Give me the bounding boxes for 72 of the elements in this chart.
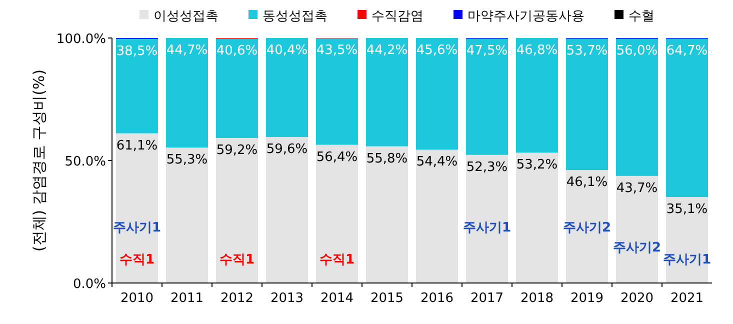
annotation: 주사기1 [112,220,162,236]
legend-label: 마약주사기공동사용 [468,9,584,24]
x-tick-label: 2014 [320,291,354,306]
data-label: 64,7% [666,43,708,58]
annotation: 수직1 [219,252,255,268]
data-label: 45,6% [416,43,458,58]
annotation: 주사기1 [462,220,512,236]
bar [616,38,658,176]
data-label: 38,5% [116,44,158,59]
x-tick-label: 2019 [570,291,604,306]
legend-label: 이성성접촉 [154,9,218,24]
y-axis-title: (전체) 감염경로 구성비(%) [30,69,48,252]
x-tick-label: 2010 [120,291,154,306]
bar [416,38,458,150]
data-label: 55,3% [166,152,208,168]
bar [216,138,258,283]
x-tick-label: 2015 [370,291,404,306]
bar [416,150,458,283]
bar [366,38,408,146]
data-label: 53,2% [516,158,558,173]
x-tick-label: 2017 [470,291,504,306]
x-tick-label: 2011 [170,291,204,306]
data-label: 55,8% [366,151,408,166]
x-tick-label: 2016 [420,291,454,306]
legend-label: 수혈 [628,9,654,24]
y-tick-label: 50.0% [64,154,106,170]
bar [316,38,358,145]
annotation: 수직1 [319,252,355,268]
data-label: 44,7% [166,43,208,58]
y-tick-label: 100.0% [56,32,106,47]
bar [116,38,158,134]
data-label: 52,3% [466,160,508,175]
data-label: 56,0% [616,44,658,59]
data-label: 47,5% [466,43,508,58]
annotation: 주사기2 [612,240,662,256]
bar [666,38,708,198]
data-label: 59,6% [266,142,308,157]
data-label: 54,4% [416,154,458,170]
data-label: 35,1% [666,202,708,218]
bar [266,38,308,137]
x-tick-label: 2018 [520,291,554,306]
data-label: 56,4% [316,150,358,165]
annotation: 주사기1 [662,252,712,268]
bar [316,144,358,283]
x-tick-label: 2020 [620,291,654,306]
bar [166,148,208,283]
x-tick-label: 2021 [670,291,704,306]
annotation: 주사기2 [562,220,612,236]
bar [266,136,308,283]
bar [516,152,558,283]
x-tick-label: 2012 [220,291,254,306]
data-label: 61,1% [116,138,158,154]
annotation: 수직1 [119,252,155,268]
bar [216,38,258,138]
data-label: 59,2% [216,142,258,158]
bar [466,38,508,155]
data-label: 46,8% [516,43,558,58]
data-label: 43,7% [616,180,658,196]
bar [366,146,408,283]
data-label: 40,4% [266,43,308,58]
data-label: 53,7% [566,43,608,58]
data-label: 40,6% [216,43,258,58]
x-tick-label: 2013 [270,291,304,306]
data-label: 46,1% [566,175,608,190]
legend-label: 동성성접촉 [262,9,328,24]
bar [566,38,608,170]
legend-label: 수직감염 [372,9,424,24]
bar [516,38,558,153]
bar [166,38,208,148]
y-tick-label: 0.0% [72,277,106,292]
data-label: 43,5% [316,43,358,58]
data-label: 44,2% [366,43,408,58]
